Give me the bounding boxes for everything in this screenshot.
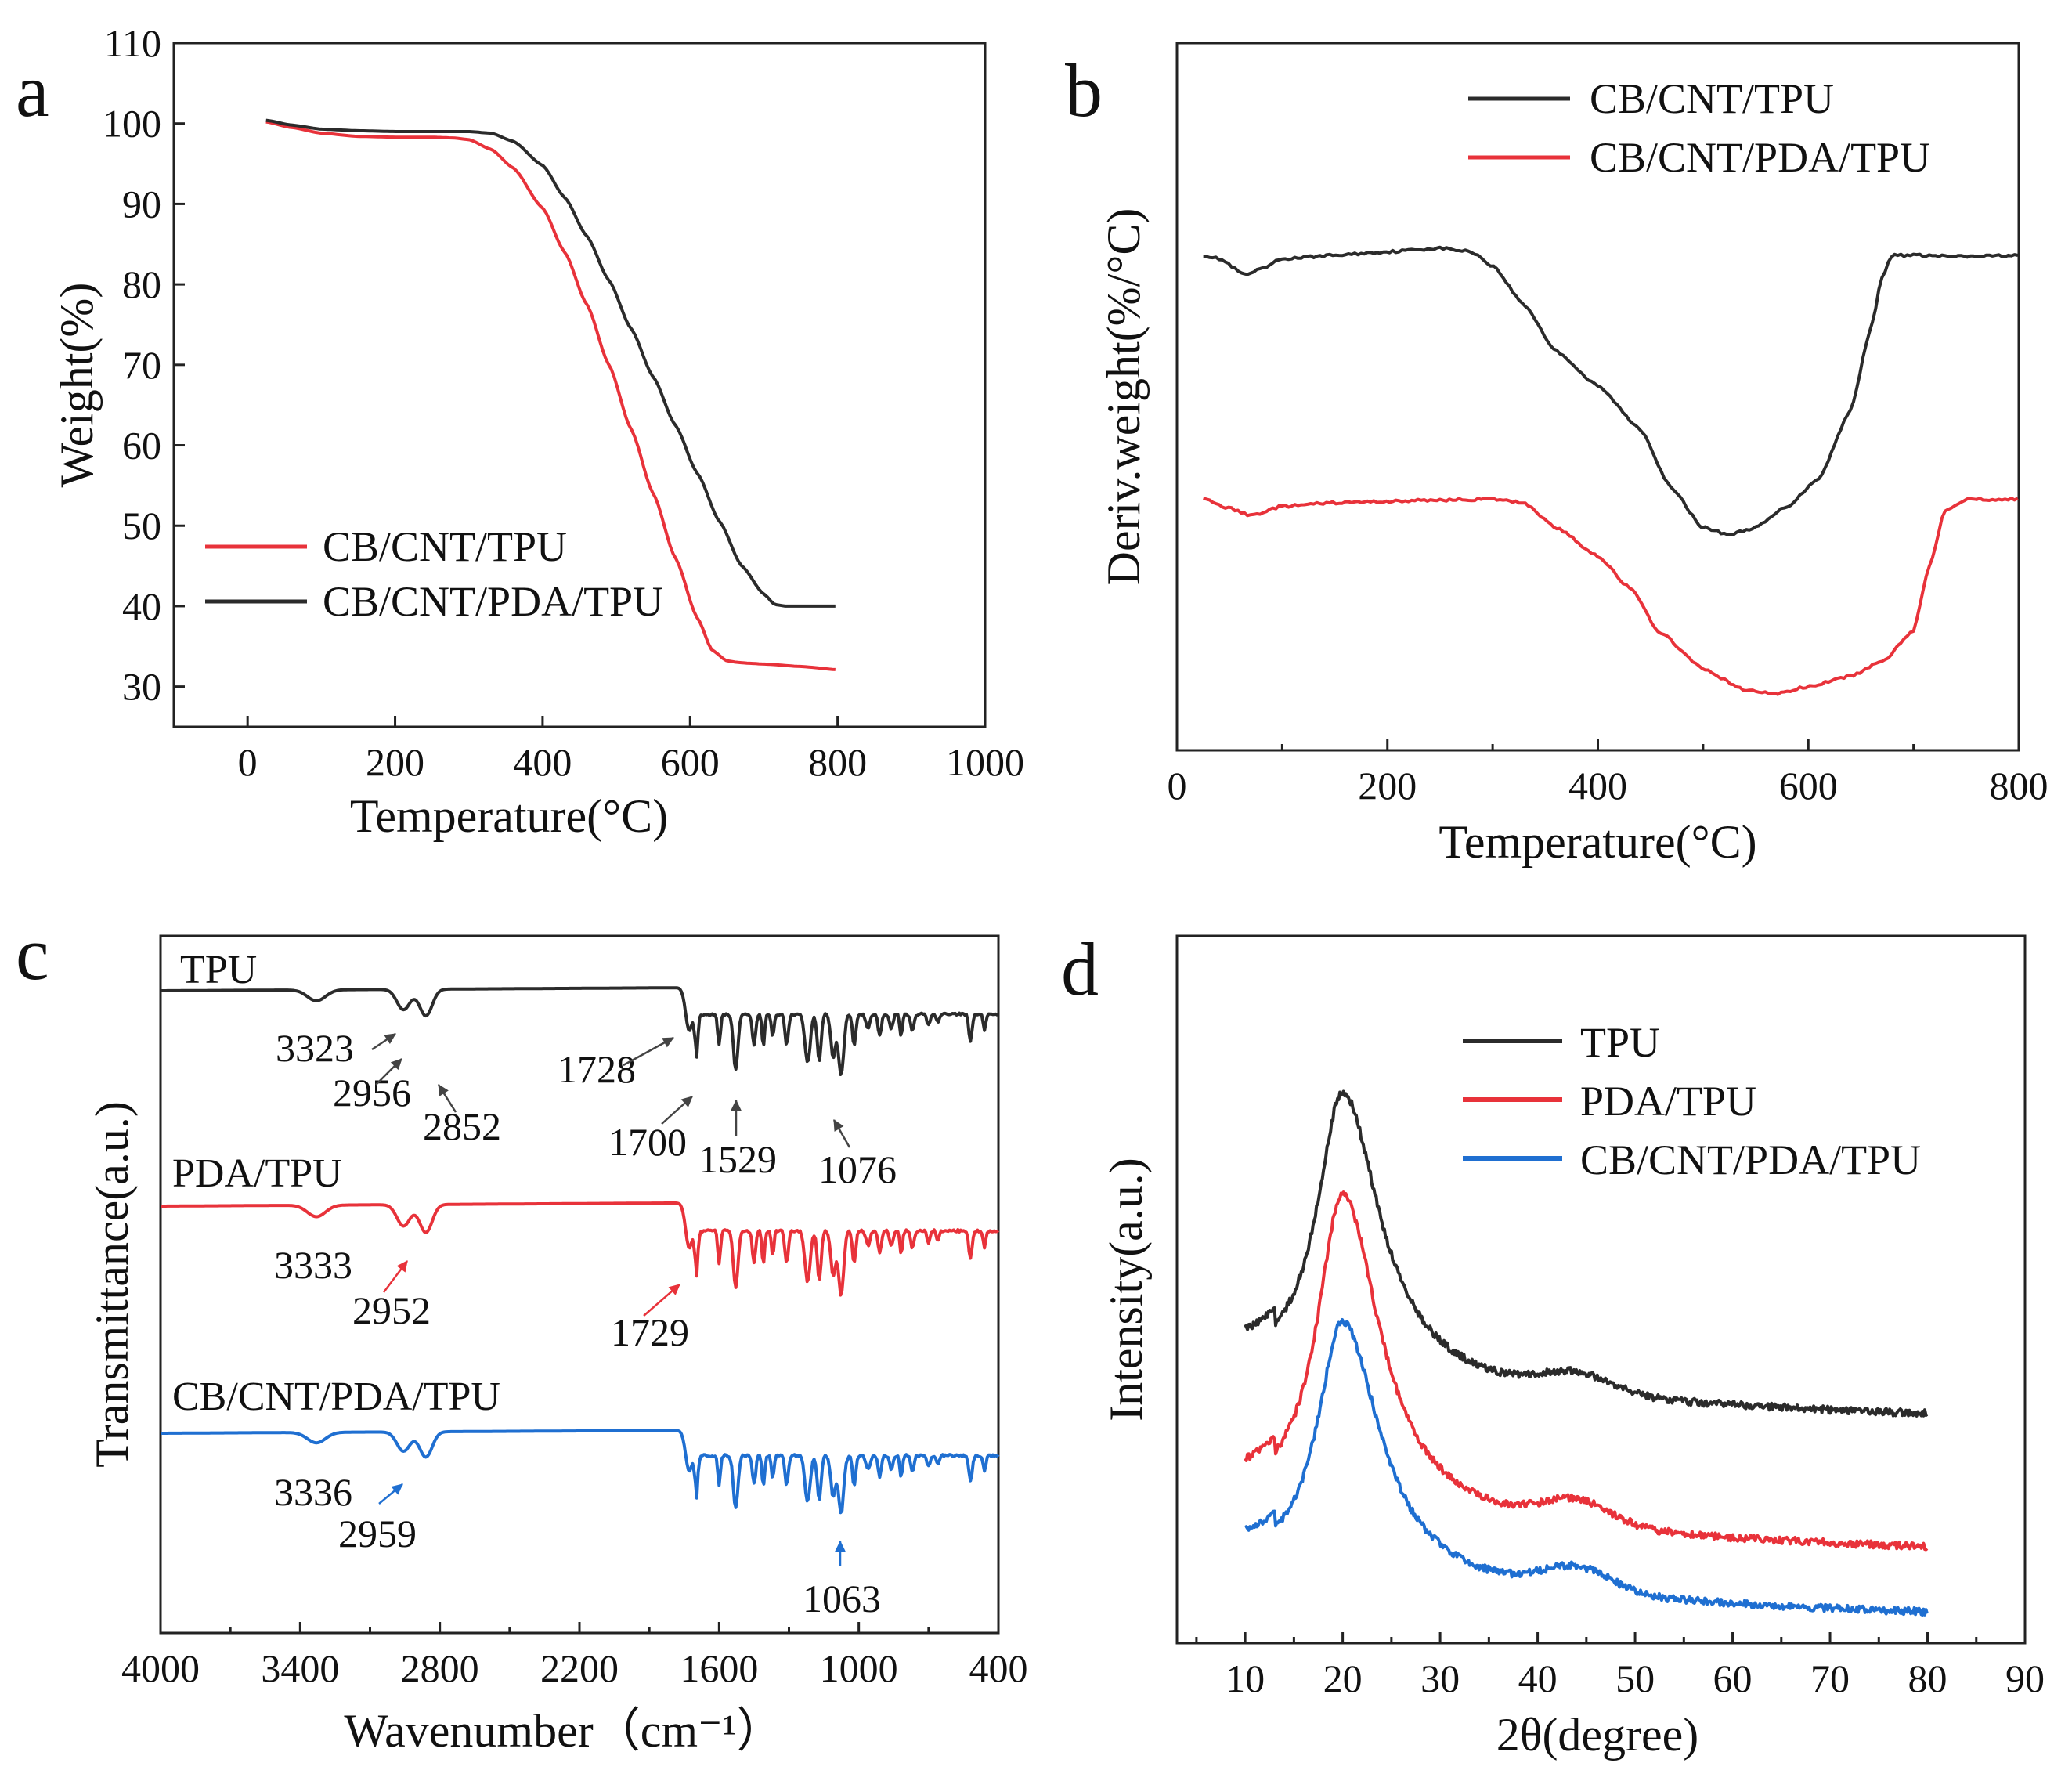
panel-c: c 4000 3400 2800 2200 1600 1000 400 Wavenumber（… (16, 912, 1028, 1757)
spectrum-label: CB/CNT/PDA/TPU (172, 1375, 500, 1419)
peak-arrowhead (835, 1540, 846, 1552)
peak-arrowhead (833, 1118, 844, 1132)
x-tick-label: 30 (1420, 1656, 1460, 1700)
y-tick-label: 110 (104, 21, 161, 65)
peak-label: 2952 (352, 1288, 431, 1332)
panel-a: a 0 200 400 600 800 1000 30 40 50 60 70 80 90 100 110 T… (16, 21, 1024, 842)
y-tick-label: 90 (122, 182, 161, 226)
x-axis-title: Wavenumber（cm⁻¹） (344, 1705, 783, 1757)
x-tick-label: 1000 (946, 740, 1024, 784)
x-tick-label: 10 (1226, 1656, 1265, 1700)
panel-c-letter: c (16, 912, 49, 995)
peak-label: 3336 (274, 1470, 352, 1514)
peak-label: 1728 (558, 1047, 636, 1091)
x-tick-label: 70 (1810, 1656, 1850, 1700)
spectrum-label: TPU (180, 948, 257, 992)
plot-frame (1175, 934, 2027, 1645)
peak-label: 3323 (276, 1026, 354, 1070)
x-tick-label: 80 (1908, 1656, 1947, 1700)
y-tick-label: 40 (122, 584, 161, 628)
x-axis-title: 2θ(degree) (1496, 1709, 1699, 1761)
x-tick-label: 800 (808, 740, 867, 784)
legend-label: CB/CNT/PDA/TPU (323, 578, 663, 625)
x-tick-label: 3400 (261, 1646, 339, 1690)
x-tick-label: 400 (513, 740, 572, 784)
x-tick-label: 200 (1358, 764, 1417, 807)
y-axis-title: Intensity(a.u.) (1100, 1158, 1152, 1422)
panel-b: b 0 200 400 600 800 Temperature(°C) Deriv.weig… (1065, 42, 2049, 868)
peak-arrowhead (391, 1483, 403, 1495)
spectrum-line-pda-tpu (160, 1201, 1000, 1297)
spectrum-line-cb-cnt-pda-tpu (160, 1429, 1000, 1515)
x-axis-title: Temperature(°C) (1438, 816, 1756, 868)
peak-label: 3333 (274, 1243, 352, 1287)
x-tick-label: 600 (661, 740, 720, 784)
x-tick-label: 600 (1779, 764, 1838, 807)
y-tick-label: 70 (122, 343, 161, 387)
y-tick-label: 80 (122, 262, 161, 306)
legend-label: CB/CNT/PDA/TPU (1580, 1136, 1921, 1183)
x-tick-label: 400 (1568, 764, 1627, 807)
peak-arrowhead (384, 1033, 396, 1045)
peak-arrowhead (662, 1037, 675, 1048)
plot-frame (172, 42, 987, 728)
xrd-line-tpu (1244, 1089, 1929, 1418)
x-tick-label: 60 (1713, 1656, 1753, 1700)
legend-label: TPU (1580, 1019, 1660, 1066)
panel-d: d 10 20 30 40 50 60 70 80 90 2θ(degree) Intensity(… (1061, 927, 2045, 1761)
peak-label: 2956 (333, 1071, 411, 1114)
x-tick-label: 1600 (680, 1646, 758, 1690)
y-axis-title: Deriv.weight(%/°C) (1098, 208, 1150, 586)
x-tick-label: 0 (1168, 764, 1187, 807)
peak-label: 1076 (818, 1147, 897, 1191)
peak-label: 2852 (423, 1104, 501, 1148)
peak-label: 1063 (803, 1577, 881, 1620)
panel-a-letter: a (16, 49, 49, 132)
spectrum-line-tpu (160, 986, 999, 1076)
x-tick-label: 40 (1518, 1656, 1558, 1700)
peak-label: 1700 (608, 1120, 687, 1164)
peak-label: 2959 (338, 1512, 417, 1555)
series-line-cb-cnt-pda-tpu (1203, 497, 2019, 696)
series-line-cb-cnt-tpu (1203, 245, 2019, 536)
legend-label: CB/CNT/TPU (323, 523, 567, 570)
x-tick-label: 400 (969, 1646, 1028, 1690)
peak-arrowhead (731, 1099, 742, 1111)
legend-label: CB/CNT/TPU (1590, 75, 1834, 122)
x-tick-label: 4000 (121, 1646, 200, 1690)
x-tick-label: 50 (1615, 1656, 1655, 1700)
panel-d-letter: d (1061, 927, 1099, 1011)
panel-b-letter: b (1065, 49, 1103, 132)
series-line-cb-cnt-tpu (265, 120, 836, 671)
x-tick-label: 1000 (820, 1646, 898, 1690)
x-tick-label: 2200 (540, 1646, 619, 1690)
x-axis-title: Temperature(°C) (350, 790, 668, 842)
y-axis-title: Transmittance(a.u.) (86, 1101, 138, 1468)
y-axis-title: Weight(%) (51, 283, 103, 488)
x-tick-label: 2800 (401, 1646, 479, 1690)
peak-label: 1729 (611, 1310, 689, 1354)
peak-arrowhead (390, 1058, 402, 1071)
y-tick-label: 60 (122, 424, 161, 468)
x-tick-label: 0 (238, 740, 258, 784)
y-tick-label: 100 (103, 102, 161, 146)
peak-arrowhead (438, 1084, 449, 1096)
peak-arrowhead (668, 1284, 680, 1295)
legend-label: PDA/TPU (1580, 1078, 1756, 1125)
x-tick-label: 800 (1990, 764, 2049, 807)
peak-label: 1529 (698, 1137, 777, 1181)
spectrum-label: PDA/TPU (172, 1151, 342, 1196)
legend-label: CB/CNT/PDA/TPU (1590, 134, 1930, 181)
y-tick-label: 50 (122, 504, 161, 547)
x-tick-label: 20 (1323, 1656, 1363, 1700)
series-line-cb-cnt-pda-tpu (265, 118, 836, 608)
peak-arrowhead (680, 1096, 693, 1107)
xrd-line-cb-cnt-pda-tpu (1244, 1317, 1929, 1617)
xrd-line-pda-tpu (1244, 1190, 1929, 1552)
peak-arrowhead (396, 1260, 408, 1273)
x-tick-label: 90 (2005, 1656, 2045, 1700)
y-tick-label: 30 (122, 665, 161, 709)
x-tick-label: 200 (366, 740, 424, 784)
